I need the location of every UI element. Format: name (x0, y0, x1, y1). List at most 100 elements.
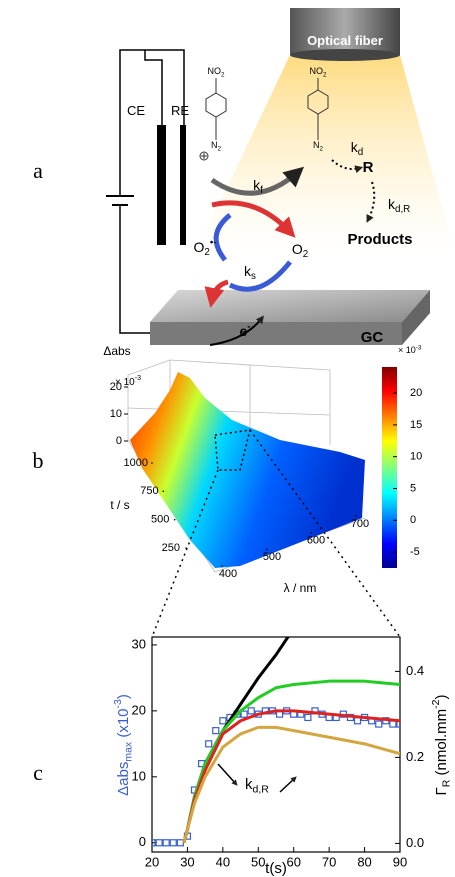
text-part: (x10 (115, 708, 132, 741)
t-tick (174, 519, 176, 521)
x-tick-label: 50 (251, 854, 265, 869)
x-label: t(s) (265, 860, 287, 877)
colorbar-tick-label: -5 (410, 546, 420, 558)
colorbar-tick-label: 20 (410, 387, 422, 399)
annotation-arrow (280, 778, 295, 792)
l-tick-label: 500 (263, 551, 281, 563)
x-tick-label: 30 (180, 854, 194, 869)
gc-plate-top (150, 290, 430, 322)
t-tick (151, 462, 153, 464)
colorbar-tick-label: 10 (410, 451, 422, 463)
t-tick (185, 547, 187, 549)
schematic-label: Products (347, 231, 412, 248)
text-part: f (260, 185, 263, 196)
text-part: - (247, 321, 250, 332)
l-tick (221, 565, 223, 567)
y2-tick-label: 0.2 (406, 749, 424, 764)
text-part: NO (309, 66, 323, 76)
text-part: RE (171, 103, 189, 118)
x-tick-label: 40 (216, 854, 230, 869)
text-part: Products (347, 231, 412, 248)
l-tick (311, 532, 313, 534)
circuit (106, 50, 184, 333)
text-part: Optical fiber (307, 33, 383, 48)
text-part: 2 (217, 145, 221, 152)
schematic-label: ks (244, 263, 256, 282)
l-tick-label: 700 (351, 518, 369, 530)
text-part: -3 (112, 699, 124, 708)
l-tick-label: 600 (307, 535, 325, 547)
y2-label: ΓR (nmol.mm-2) (430, 694, 453, 795)
data-point (170, 840, 176, 846)
colorbar-tick-label: 0 (410, 514, 416, 526)
text-part: e (239, 323, 247, 339)
annotation: kd,R (245, 776, 269, 795)
x-tick-label: 70 (322, 854, 336, 869)
reference-electrode (180, 125, 186, 245)
text-part: × 10 (398, 345, 416, 355)
text-part: d,R (395, 204, 410, 215)
data-point (177, 840, 183, 846)
plot-area (149, 628, 403, 845)
text-part: max (122, 741, 134, 762)
data-point (163, 840, 169, 846)
t-label: t / s (110, 498, 129, 512)
data-point (376, 721, 382, 727)
x-tick-label: 60 (286, 854, 300, 869)
y-tick-label: 0 (139, 834, 146, 849)
schematic-label: GC (361, 329, 384, 346)
l-tick (355, 515, 357, 517)
colorbar-tick-label: 5 (410, 482, 416, 494)
data-point (390, 721, 396, 727)
counter-electrode (157, 125, 166, 245)
text-part: R (363, 159, 374, 176)
data-point (241, 711, 247, 717)
text-part: (nmol.mm (433, 709, 450, 780)
data-point (248, 708, 254, 714)
y-tick-label: 20 (132, 702, 146, 717)
colorbar-multiplier: × 10-3 (398, 344, 422, 355)
z-label: Δabs (103, 344, 130, 358)
data-point (354, 718, 360, 724)
text-part: -3 (416, 344, 422, 351)
text-part: d,R (253, 783, 270, 795)
text-part: 2 (319, 145, 323, 152)
figure: abcOptical fiberCERENO2N2NO2N2kfkdRkd,RP… (0, 0, 455, 877)
x-tick-label: 20 (145, 854, 159, 869)
text-part: 2 (323, 71, 327, 78)
z-tick-label: 10 (110, 408, 122, 420)
y-tick-label: 10 (132, 768, 146, 783)
surface-plot (128, 360, 400, 637)
text-part: d (358, 147, 363, 158)
data-point (220, 718, 226, 724)
text-part: •- (210, 237, 217, 248)
colorbar-tick-label: 15 (410, 419, 422, 431)
text-part: O (292, 241, 303, 257)
panel-label: b (33, 448, 44, 473)
t-tick-label: 750 (140, 485, 158, 497)
text-part: -2 (430, 699, 442, 708)
data-point (213, 728, 219, 734)
z-tick-label: 20 (110, 381, 122, 393)
x-tick-label: 90 (393, 854, 407, 869)
l-label: λ / nm (284, 581, 317, 595)
t-tick (163, 491, 165, 493)
text-part: ) (115, 694, 132, 699)
text-part: Γ (433, 787, 450, 795)
text-part: NO (207, 66, 221, 76)
text-part: 2 (221, 71, 225, 78)
text-part: -3 (135, 375, 141, 382)
y-tick-label: 30 (132, 636, 146, 651)
schematic-label: CE (127, 103, 145, 118)
y-label: Δabsmax (x10-3) (112, 694, 135, 796)
text-part: 2 (303, 249, 308, 260)
schematic-label: R (363, 159, 374, 176)
panel-label: a (33, 158, 43, 183)
l-tick (266, 549, 268, 551)
x-tick-label: 80 (357, 854, 371, 869)
y2-tick-label: 0.0 (406, 835, 424, 850)
t-tick-label: 500 (151, 514, 169, 526)
l-tick-label: 400 (219, 568, 237, 580)
text-part: ) (433, 694, 450, 699)
text-part: GC (361, 329, 384, 346)
